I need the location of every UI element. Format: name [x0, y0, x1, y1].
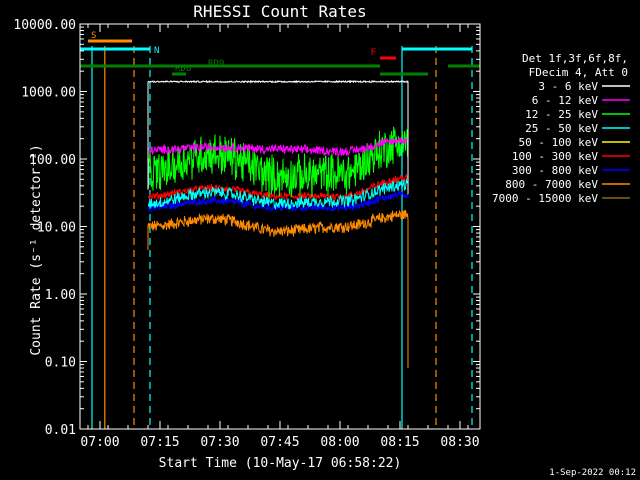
x-tick-label: 07:45 [260, 435, 299, 450]
series-line-800to7000keV [147, 209, 409, 368]
status-bar-label: S [91, 31, 96, 41]
y-tick-label: 0.01 [45, 423, 76, 438]
legend-entry-label: 300 - 800 keV [512, 164, 598, 177]
y-tick-label: 10000.00 [13, 18, 76, 33]
x-tick-label: 08:30 [440, 435, 479, 450]
x-tick-label: 08:15 [380, 435, 419, 450]
y-tick-label: 1000.00 [21, 86, 76, 101]
chart-title: RHESSI Count Rates [193, 2, 366, 21]
status-bar-label: RD6 [175, 64, 191, 74]
legend-entry-label: 3 - 6 keV [538, 80, 598, 93]
x-tick-label: 07:30 [200, 435, 239, 450]
x-tick-label: 08:00 [320, 435, 359, 450]
series-line-100to300keV [147, 173, 409, 202]
legend-entry-label: 50 - 100 keV [519, 136, 599, 149]
legend-entry-label: 6 - 12 keV [532, 94, 599, 107]
y-tick-label: 0.10 [45, 356, 76, 371]
series-line-25to50keV [147, 178, 409, 210]
legend-entry-label: 7000 - 15000 keV [492, 192, 598, 205]
legend-entry-label: 100 - 300 keV [512, 150, 598, 163]
x-axis-ticks: 07:00 07:15 07:30 07:45 08:00 08:15 08:30 [80, 24, 480, 450]
y-tick-label: 100.00 [29, 153, 76, 168]
x-axis-label: Start Time (10-May-17 06:58:22) [159, 456, 402, 471]
legend-header-decimation: FDecim 4, Att 0 [529, 66, 628, 79]
status-bar-label: N [154, 46, 159, 56]
legend: Det 1f,3f,6f,8f, FDecim 4, Att 0 3 - 6 k… [492, 52, 630, 205]
status-bar-label: F [371, 48, 376, 58]
legend-entry-label: 12 - 25 keV [525, 108, 598, 121]
legend-header-detectors: Det 1f,3f,6f,8f, [522, 52, 628, 65]
y-axis-label: Count Rate (s⁻¹ detector⁻¹) [29, 144, 44, 355]
series-line-6to12keV [147, 136, 409, 158]
x-tick-label: 07:15 [140, 435, 179, 450]
status-bar-label: RD9 [208, 59, 224, 69]
y-axis-ticks: 10000.00 1000.00 100.00 10.00 1.00 0.10 0.01 [13, 18, 480, 438]
y-tick-label: 1.00 [45, 288, 76, 303]
series-line-300to800keV [147, 189, 409, 213]
series-line-3to6keV [147, 79, 409, 195]
legend-entry-label: 800 - 7000 keV [505, 178, 598, 191]
y-tick-label: 10.00 [37, 221, 76, 236]
x-tick-label: 07:00 [80, 435, 119, 450]
legend-entry-label: 25 - 50 keV [525, 122, 598, 135]
footer-date: 1-Sep-2022 00:12 [549, 468, 636, 478]
plot-area: S N F RD9 RD6 [80, 31, 480, 429]
